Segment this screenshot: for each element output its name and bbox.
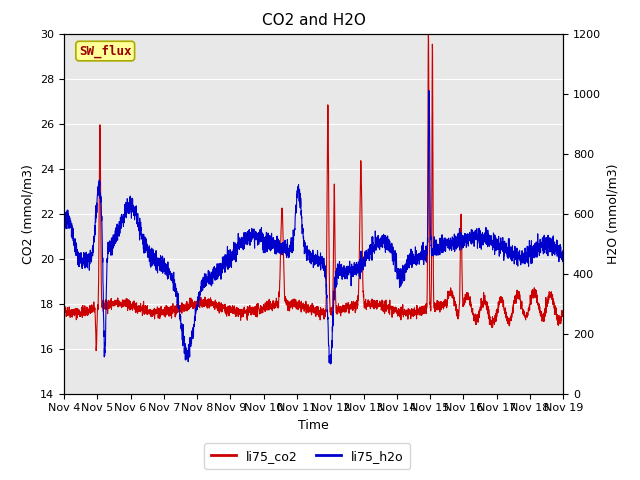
Title: CO2 and H2O: CO2 and H2O — [262, 13, 365, 28]
Legend: li75_co2, li75_h2o: li75_co2, li75_h2o — [204, 444, 410, 469]
X-axis label: Time: Time — [298, 419, 329, 432]
Text: SW_flux: SW_flux — [79, 44, 131, 58]
Y-axis label: CO2 (mmol/m3): CO2 (mmol/m3) — [22, 164, 35, 264]
Y-axis label: H2O (mmol/m3): H2O (mmol/m3) — [607, 163, 620, 264]
